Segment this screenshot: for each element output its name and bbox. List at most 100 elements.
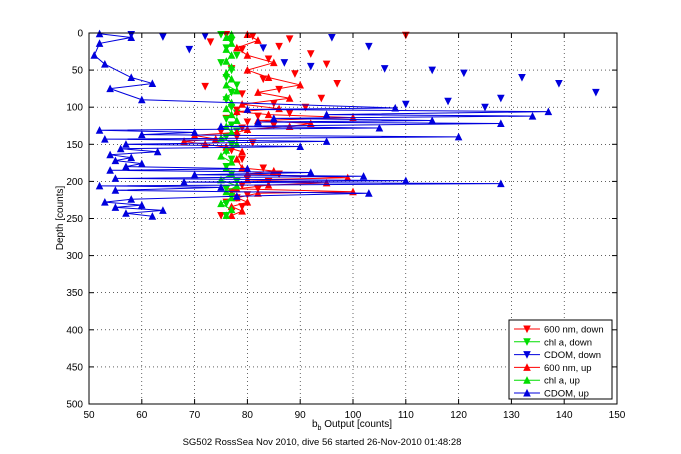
data-point xyxy=(306,119,315,128)
data-point xyxy=(518,74,526,82)
data-point xyxy=(90,51,99,59)
legend-marker xyxy=(523,363,531,371)
data-point xyxy=(243,105,252,113)
data-point xyxy=(217,212,225,220)
data-point xyxy=(227,193,236,202)
data-point xyxy=(401,100,410,109)
data-point xyxy=(555,79,563,88)
x-axis-label: bb Output [counts] xyxy=(312,419,392,432)
data-point xyxy=(296,80,305,89)
data-point xyxy=(254,112,262,121)
data-point xyxy=(127,195,136,203)
data-point xyxy=(227,51,236,59)
data-point xyxy=(227,63,236,71)
data-point xyxy=(264,110,273,119)
data-point xyxy=(222,33,231,41)
data-point xyxy=(428,116,437,125)
y-tick-label: 500 xyxy=(66,400,83,411)
y-tick-label: 450 xyxy=(66,362,83,373)
data-point xyxy=(264,73,273,82)
data-point xyxy=(460,69,468,78)
legend-marker xyxy=(523,338,531,346)
y-tick-label: 400 xyxy=(66,325,83,336)
data-point xyxy=(222,92,231,101)
data-point xyxy=(380,65,389,73)
data-point xyxy=(254,88,262,96)
legend-entry-label: 600 nm, up xyxy=(544,363,592,374)
x-axis-label-base: b xyxy=(312,419,318,430)
data-point xyxy=(101,198,109,206)
data-point xyxy=(95,181,104,190)
data-point xyxy=(180,137,188,145)
data-point xyxy=(233,181,241,190)
data-point xyxy=(122,140,130,148)
data-point xyxy=(137,201,146,209)
data-point xyxy=(148,79,157,87)
data-point xyxy=(127,153,136,162)
data-point xyxy=(238,90,246,98)
data-point xyxy=(111,174,120,182)
series-5 xyxy=(90,29,553,220)
data-point xyxy=(243,65,252,74)
data-point xyxy=(217,199,225,208)
data-point xyxy=(122,209,130,217)
data-point xyxy=(238,100,246,108)
data-point xyxy=(391,103,400,112)
data-point xyxy=(296,142,305,151)
data-point xyxy=(365,189,373,197)
data-point xyxy=(528,111,537,120)
x-tick-label: 50 xyxy=(83,410,95,421)
plot-area xyxy=(90,29,600,220)
data-point xyxy=(254,117,262,126)
legend-marker xyxy=(523,376,531,384)
data-point xyxy=(275,42,283,51)
data-point xyxy=(222,68,231,77)
data-point xyxy=(375,123,384,132)
x-tick-label: 70 xyxy=(189,410,201,421)
data-point xyxy=(159,33,167,41)
data-point xyxy=(233,107,241,116)
data-point xyxy=(95,39,104,47)
data-point xyxy=(137,130,146,139)
data-point xyxy=(259,164,268,173)
data-point xyxy=(259,44,268,52)
data-point xyxy=(243,118,252,127)
legend-entry-label: 600 nm, down xyxy=(544,325,604,336)
data-point xyxy=(285,94,294,102)
series-2 xyxy=(127,30,600,112)
data-point xyxy=(243,164,252,173)
data-point xyxy=(238,147,246,156)
data-point xyxy=(222,45,231,53)
data-point xyxy=(269,114,278,122)
data-point xyxy=(254,36,262,44)
data-point xyxy=(264,55,273,64)
data-point xyxy=(233,192,241,200)
data-point xyxy=(291,70,299,78)
data-point xyxy=(238,163,246,172)
series-line xyxy=(93,33,549,217)
y-tick-label: 50 xyxy=(72,66,84,77)
data-point xyxy=(544,107,553,116)
y-axis-label: Depth [counts] xyxy=(55,186,66,251)
y-tick-label: 200 xyxy=(66,177,83,188)
data-point xyxy=(233,81,241,90)
data-point xyxy=(190,128,199,136)
data-point xyxy=(227,74,236,83)
data-point xyxy=(106,150,114,159)
data-point xyxy=(185,45,194,54)
data-point xyxy=(322,60,331,69)
x-tick-label: 100 xyxy=(345,410,362,421)
legend-entry-label: CDOM, down xyxy=(544,350,601,361)
data-point xyxy=(111,186,120,194)
data-point xyxy=(106,166,114,174)
data-point xyxy=(222,211,231,220)
data-point xyxy=(306,62,315,71)
data-point xyxy=(238,206,246,215)
data-point xyxy=(243,51,252,59)
data-point xyxy=(280,59,289,67)
data-point xyxy=(201,82,209,91)
data-point xyxy=(227,110,236,119)
y-tick-label: 350 xyxy=(66,288,83,299)
